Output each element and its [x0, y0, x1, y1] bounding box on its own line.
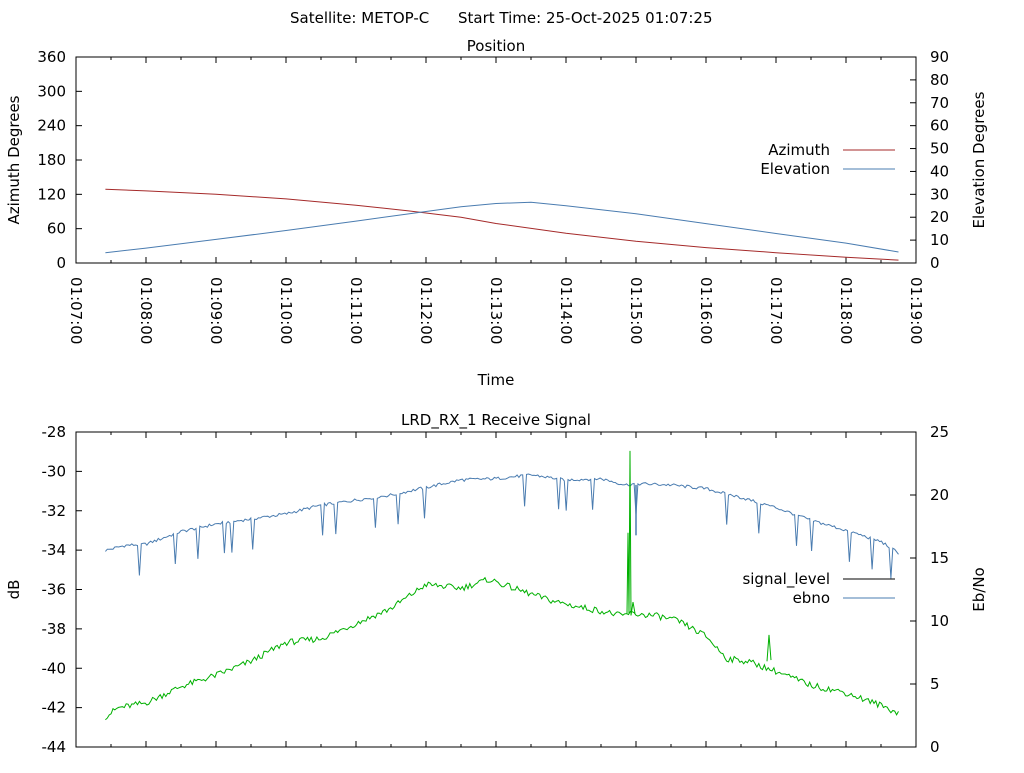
y2-tick-label: 50 — [930, 140, 949, 158]
series-line-Elevation — [105, 201, 899, 254]
y-tick-label: 360 — [37, 48, 66, 66]
legend-label: Elevation — [760, 160, 830, 178]
y-axis-label: Azimuth Degrees — [5, 95, 23, 224]
y-tick-label: -36 — [42, 581, 67, 599]
y-tick-label: -30 — [42, 462, 67, 480]
x-tick-label: 01:11:00 — [347, 277, 365, 344]
position-chart: Position 0 60 120 180 240 300 360 0 10 20 30 40 50 60 7… — [5, 37, 988, 389]
x-tick-label: 01:09:00 — [207, 277, 225, 344]
y-tick-label: 180 — [37, 151, 66, 169]
series-line-Azimuth — [105, 188, 899, 261]
x-tick-label: 01:16:00 — [697, 277, 715, 344]
y2-tick-label: 20 — [930, 486, 949, 504]
y2-tick-label: 60 — [930, 117, 949, 135]
y2-axis-label: Eb/No — [970, 567, 988, 611]
series-line-trace — [105, 576, 899, 721]
y-tick-label: 240 — [37, 117, 66, 135]
y2-tick-label: 30 — [930, 185, 949, 203]
y2-axis-label: Elevation Degrees — [970, 91, 988, 228]
y2-tick-label: 0 — [930, 738, 940, 756]
x-tick-label: 01:12:00 — [417, 277, 435, 344]
chart-title: LRD_RX_1 Receive Signal — [401, 411, 591, 430]
legend-label: Azimuth — [768, 141, 830, 159]
y-tick-label: -40 — [42, 659, 67, 677]
y-tick-label: 0 — [56, 254, 66, 272]
x-tick-label: 01:07:00 — [67, 277, 85, 344]
y-tick-label: -28 — [42, 423, 67, 441]
x-tick-label: 01:10:00 — [277, 277, 295, 344]
y2-tick-label: 10 — [930, 612, 949, 630]
y-tick-label: -32 — [42, 502, 67, 520]
y2-tick-label: 70 — [930, 94, 949, 112]
legend-label: signal_level — [742, 570, 830, 589]
receive-signal-chart: LRD_RX_1 Receive Signal -44 -42 -40 -38 -36 -3… — [5, 411, 988, 756]
y2-tick-label: 5 — [930, 675, 940, 693]
x-tick-label: 01:17:00 — [767, 277, 785, 344]
y-axis-label: dB — [5, 580, 23, 600]
x-tick-label: 01:08:00 — [137, 277, 155, 344]
ebno-spike — [626, 450, 636, 616]
y2-tick-label: 10 — [930, 231, 949, 249]
y-tick-label: 300 — [37, 82, 66, 100]
y-tick-label: 120 — [37, 185, 66, 203]
header-start-time: Start Time: 25-Oct-2025 01:07:25 — [458, 9, 713, 27]
x-tick-label: 01:14:00 — [557, 277, 575, 344]
x-tick-label: 01:13:00 — [487, 277, 505, 344]
x-axis-label: Time — [477, 371, 515, 389]
y2-tick-label: 20 — [930, 208, 949, 226]
y-tick-label: -44 — [42, 738, 67, 756]
series-line-ebno — [105, 473, 899, 579]
y-tick-label: -42 — [42, 699, 67, 717]
x-tick-label: 01:15:00 — [627, 277, 645, 344]
y2-tick-label: 25 — [930, 423, 949, 441]
y2-tick-label: 80 — [930, 71, 949, 89]
x-tick-label: 01:19:00 — [907, 277, 925, 344]
y2-tick-label: 90 — [930, 48, 949, 66]
y2-tick-label: 15 — [930, 549, 949, 567]
y2-tick-label: 0 — [930, 254, 940, 272]
y-tick-label: 60 — [47, 220, 66, 238]
plot-frame — [75, 431, 917, 748]
x-tick-label: 01:18:00 — [837, 277, 855, 344]
y2-tick-label: 40 — [930, 162, 949, 180]
y-tick-label: -34 — [42, 541, 67, 559]
header-satellite: Satellite: METOP-C — [290, 9, 429, 27]
chart-title: Position — [467, 37, 525, 55]
legend-label: ebno — [793, 589, 830, 607]
ebno-spike-small — [766, 634, 772, 662]
y-tick-label: -38 — [42, 620, 67, 638]
